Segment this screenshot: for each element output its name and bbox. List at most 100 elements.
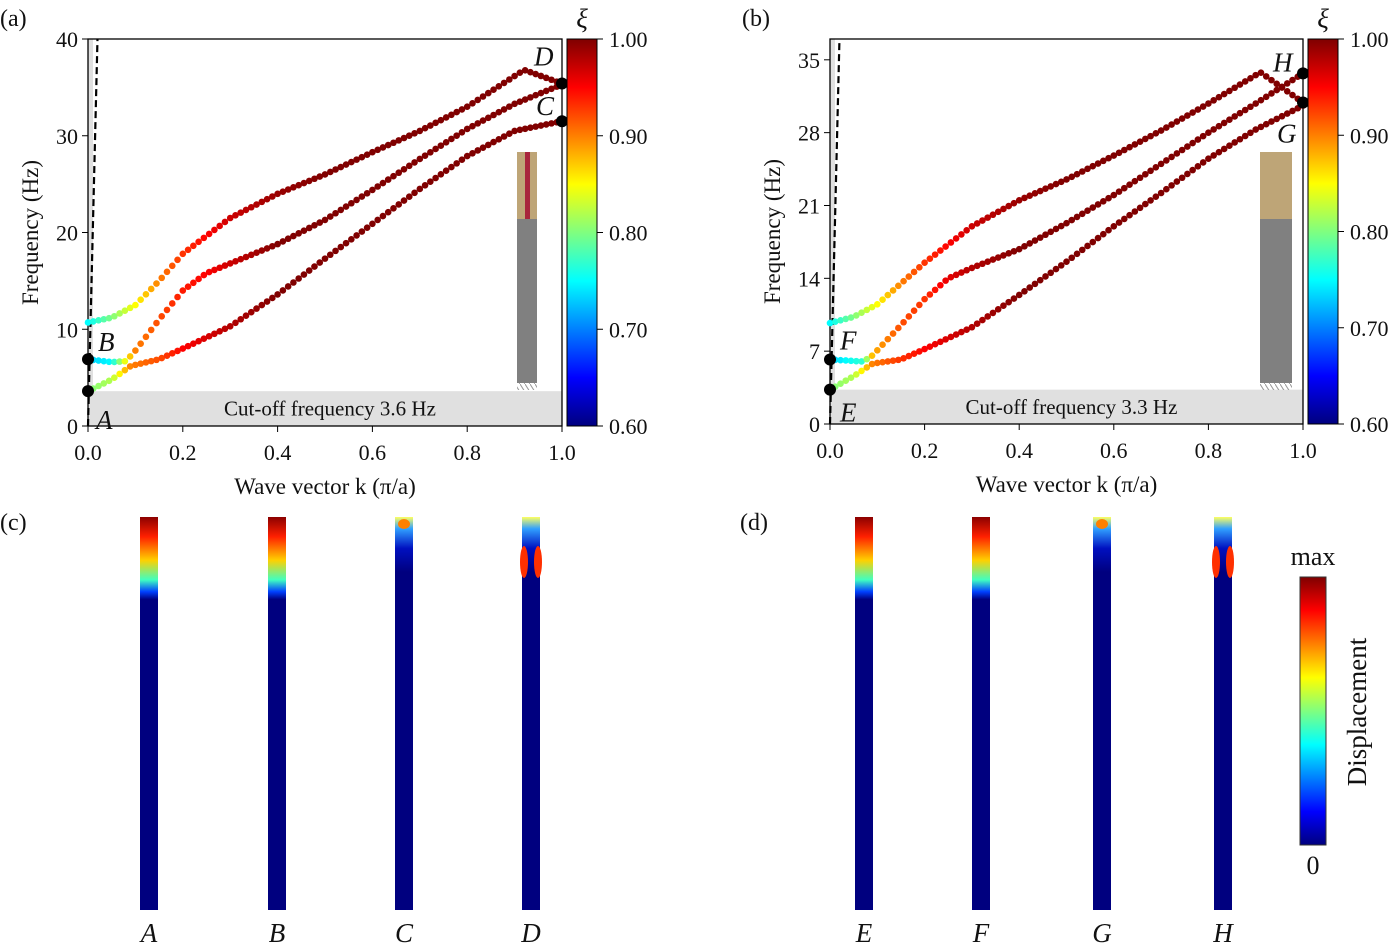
series-3-point — [858, 367, 865, 375]
series-3-point — [332, 247, 339, 255]
series-1-point — [284, 186, 292, 193]
series-2-point — [337, 206, 345, 214]
series-1-point — [548, 76, 555, 84]
series-3-point — [190, 340, 197, 347]
series-2-point — [889, 330, 897, 337]
series-1-point — [463, 103, 471, 111]
series-3-point — [1283, 110, 1291, 117]
series-3-point — [342, 239, 350, 247]
series-1-point — [484, 89, 492, 97]
series-2-point — [168, 300, 176, 307]
series-2-point — [132, 347, 139, 354]
series-1-point — [1047, 183, 1055, 190]
series-2-point — [984, 258, 991, 265]
series-1-point — [142, 291, 150, 298]
series-3-point — [931, 340, 939, 348]
series-1-point — [826, 319, 834, 327]
series-1-point — [153, 280, 160, 287]
series-1-point — [1268, 76, 1275, 84]
series-2-point — [1110, 191, 1118, 199]
series-3-point — [863, 364, 871, 371]
series-2-point — [926, 291, 934, 298]
series-3-point — [1231, 139, 1238, 146]
mode-shape-E-label: E — [855, 918, 873, 945]
series-3-point — [1131, 208, 1139, 215]
series-2-point — [1189, 139, 1196, 147]
series-3-point — [942, 336, 949, 343]
series-3-point — [290, 279, 297, 286]
series-1-point — [105, 314, 113, 322]
series-1-point — [132, 301, 139, 309]
series-3-point — [532, 123, 539, 130]
series-2-point — [979, 260, 986, 268]
series-3-point — [1152, 193, 1160, 200]
series-1-point — [937, 247, 944, 254]
series-2-point — [390, 172, 397, 180]
series-3-point — [1163, 185, 1170, 193]
series-2-point — [1273, 86, 1281, 94]
series-1-point — [111, 312, 118, 320]
series-2-point — [195, 275, 202, 283]
series-1-point — [374, 146, 381, 154]
series-3-point — [926, 343, 934, 350]
series-1-point — [973, 220, 981, 227]
series-1-point — [269, 193, 276, 200]
y-axis-label: Frequency (Hz) — [760, 159, 785, 304]
series-3-point — [168, 350, 176, 357]
series-1-point — [931, 251, 939, 258]
light-line — [828, 38, 841, 425]
series-1-point — [326, 168, 334, 176]
series-2-point — [1268, 90, 1275, 97]
series-3-point — [374, 216, 381, 224]
displacement-colorbar-title: Displacement — [1342, 637, 1372, 786]
series-2-point — [952, 271, 960, 279]
series-1-point — [1173, 118, 1181, 125]
series-2-point — [837, 356, 844, 364]
series-2-point — [1089, 204, 1097, 211]
series-2-point — [500, 106, 508, 113]
series-1-point — [1220, 90, 1228, 98]
series-1-point — [205, 230, 213, 238]
series-3-point — [1089, 238, 1097, 246]
series-2-point — [1231, 113, 1238, 120]
series-2-point — [1205, 129, 1212, 136]
series-3-point — [963, 326, 970, 333]
y-tick-label: 28 — [798, 121, 820, 146]
series-1-point — [216, 222, 223, 230]
series-2-point — [994, 254, 1002, 261]
point-C-marker — [556, 115, 568, 128]
series-3-point — [1147, 197, 1154, 204]
series-2-point — [1220, 119, 1228, 127]
series-2-point — [348, 199, 355, 207]
series-3-point — [295, 275, 302, 282]
series-2-point — [453, 132, 460, 139]
mode-shape-A: A — [139, 517, 158, 945]
series-3-point — [889, 357, 897, 364]
point-A-label: A — [94, 405, 113, 435]
series-3-point — [226, 323, 234, 330]
series-3-point — [1021, 287, 1028, 295]
point-G-label: G — [1277, 118, 1297, 148]
series-3-point — [958, 328, 965, 336]
series-1-point — [458, 106, 466, 113]
series-2-point — [142, 333, 150, 341]
series-2-point — [1262, 93, 1270, 101]
series-1-point — [963, 227, 970, 234]
series-1-point — [384, 141, 392, 149]
series-3-point — [316, 259, 324, 266]
series-2-point — [258, 247, 266, 254]
series-2-point — [369, 186, 376, 194]
series-3-point — [1210, 152, 1217, 159]
series-2-point — [973, 262, 981, 270]
series-2-point — [842, 357, 850, 364]
series-2-point — [1063, 219, 1070, 227]
series-2-point — [111, 358, 118, 366]
x-tick-label: 1.0 — [548, 440, 576, 465]
mode-shape-E-beam — [855, 517, 873, 910]
series-3-point — [847, 374, 855, 381]
series-2-point — [269, 242, 276, 250]
series-1-point — [1252, 71, 1259, 79]
series-1-point — [506, 76, 513, 83]
series-3-point — [269, 294, 276, 302]
series-2-point — [242, 253, 250, 261]
